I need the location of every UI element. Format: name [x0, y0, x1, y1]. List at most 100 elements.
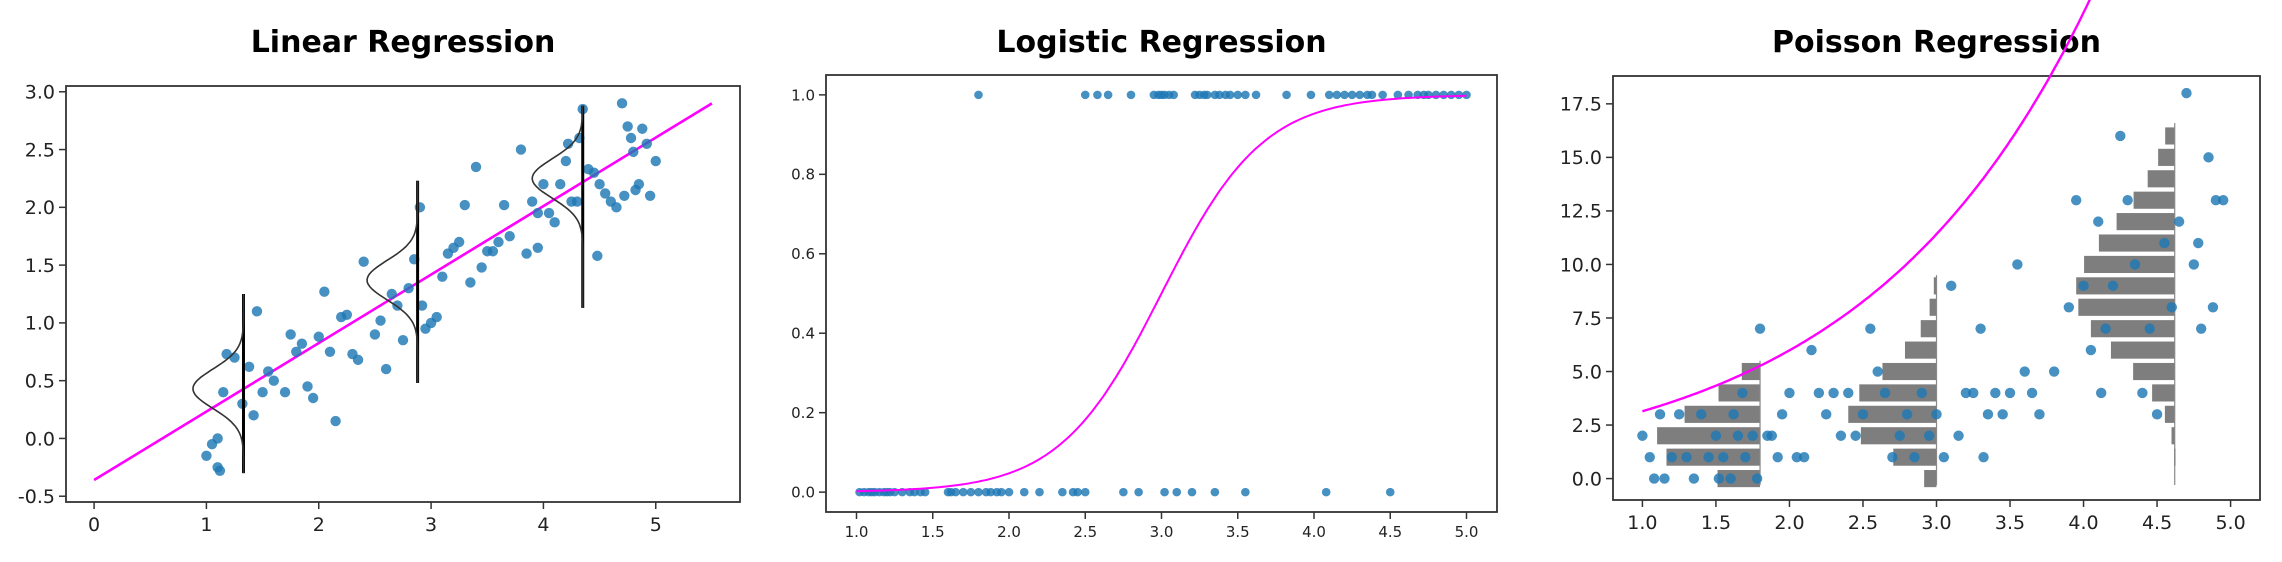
data-point	[1728, 409, 1739, 420]
x-tick-label: 2.0	[1774, 512, 1804, 534]
y-tick-label: 10.0	[1560, 254, 1602, 276]
y-tick-label: 2.0	[25, 197, 55, 219]
data-point	[543, 207, 555, 219]
data-point	[319, 286, 330, 297]
y-tick-label: -0.5	[18, 486, 55, 508]
poisson-histogram-bar	[1904, 341, 1937, 359]
poisson-histogram-bar	[1882, 362, 1937, 381]
data-point	[2115, 130, 2126, 142]
poisson-regression-chart: Poisson Regression 1.0 1.5 2.0 2.5 3.0 3.5 4.0 4…	[1521, 0, 2282, 562]
data-point	[1093, 90, 1102, 100]
data-point	[1894, 430, 1905, 441]
data-point	[1654, 409, 1666, 420]
data-point	[630, 184, 641, 196]
poisson-histogram-bar	[2076, 277, 2175, 295]
data-point	[650, 155, 661, 167]
data-point	[622, 121, 633, 132]
data-point	[1732, 430, 1744, 441]
data-point	[251, 306, 263, 317]
data-point	[997, 487, 1006, 497]
data-point	[1446, 90, 1456, 100]
data-point	[2026, 387, 2038, 399]
data-point	[1385, 487, 1395, 497]
normal-distribution-curve	[531, 105, 584, 308]
data-point	[375, 315, 386, 326]
data-point	[352, 354, 364, 366]
x-tick-label: 3.0	[1150, 523, 1174, 541]
y-tick-label: 17.5	[1560, 94, 1602, 116]
y-tick-label: 15.0	[1560, 147, 1602, 169]
x-tick-label: 5.0	[1455, 523, 1479, 541]
data-point	[2063, 302, 2075, 313]
y-tick-label: 2.5	[25, 139, 55, 161]
poisson-histogram-bar	[2110, 341, 2175, 359]
poisson-histogram-bar	[2116, 213, 2175, 231]
poisson-histogram-bar	[2090, 320, 2175, 338]
data-point	[1648, 473, 1660, 484]
x-tick-label: 1.5	[1701, 512, 1731, 534]
data-point	[628, 146, 639, 158]
x-tick-label: 4.5	[2142, 512, 2172, 534]
data-point	[1791, 451, 1803, 463]
chart-title: Logistic Regression	[996, 25, 1326, 60]
data-point	[1828, 387, 1839, 399]
data-point	[1821, 409, 1832, 420]
data-point	[594, 179, 605, 190]
y-tick-label: 0.2	[791, 404, 815, 422]
data-point	[1393, 90, 1403, 100]
poisson-fit-curve	[1642, 0, 2091, 413]
data-point	[1740, 451, 1751, 463]
data-point	[532, 207, 543, 219]
data-point	[263, 366, 274, 377]
x-tick-label: 4	[537, 514, 549, 536]
data-point	[974, 487, 983, 497]
data-point	[218, 387, 229, 398]
data-point	[1784, 387, 1795, 399]
data-point	[2078, 280, 2089, 292]
data-point	[1134, 487, 1143, 497]
data-point	[1019, 487, 1029, 497]
data-point	[1776, 409, 1788, 420]
poisson-histogram-bar	[2164, 405, 2175, 423]
data-point	[1879, 387, 1891, 399]
data-point	[403, 283, 414, 294]
x-tick-label: 2.0	[997, 523, 1021, 541]
linear-regression-chart: Linear Regression 0 1 2 3 4 5 -0.5 0.0 0.5 1.0 1.5 2…	[0, 0, 760, 562]
data-point	[2166, 302, 2177, 313]
y-tick-label: 0.0	[791, 484, 815, 502]
data-point	[1772, 451, 1783, 463]
data-point	[1215, 90, 1224, 100]
data-point	[465, 277, 476, 288]
data-point	[1210, 487, 1220, 497]
data-point	[1946, 280, 1957, 292]
data-point	[920, 487, 930, 497]
poisson-histogram-bar	[1920, 320, 1937, 338]
data-point	[324, 346, 336, 357]
data-point	[1909, 451, 1920, 463]
data-point	[515, 144, 527, 155]
data-point	[1637, 430, 1648, 441]
data-point	[1160, 487, 1169, 497]
data-point	[1439, 90, 1448, 100]
x-tick-label: 2	[313, 514, 325, 536]
data-point	[1367, 90, 1377, 100]
data-point	[487, 246, 499, 257]
data-point	[2034, 409, 2045, 420]
data-point	[1953, 430, 1964, 441]
data-point	[1997, 409, 2008, 420]
data-point	[560, 155, 572, 167]
data-point	[302, 381, 313, 392]
data-point	[1035, 487, 1044, 497]
data-point	[1080, 90, 1090, 100]
data-point	[268, 375, 280, 386]
data-point	[1462, 90, 1471, 100]
data-point	[1850, 430, 1861, 441]
data-point	[2195, 323, 2207, 334]
data-point	[1103, 90, 1113, 100]
data-point	[2122, 195, 2133, 206]
data-point	[611, 202, 622, 213]
data-point	[592, 250, 603, 262]
data-point	[1747, 430, 1758, 441]
x-tick-label: 1.5	[921, 523, 945, 541]
x-tick-label: 2.5	[1073, 523, 1097, 541]
